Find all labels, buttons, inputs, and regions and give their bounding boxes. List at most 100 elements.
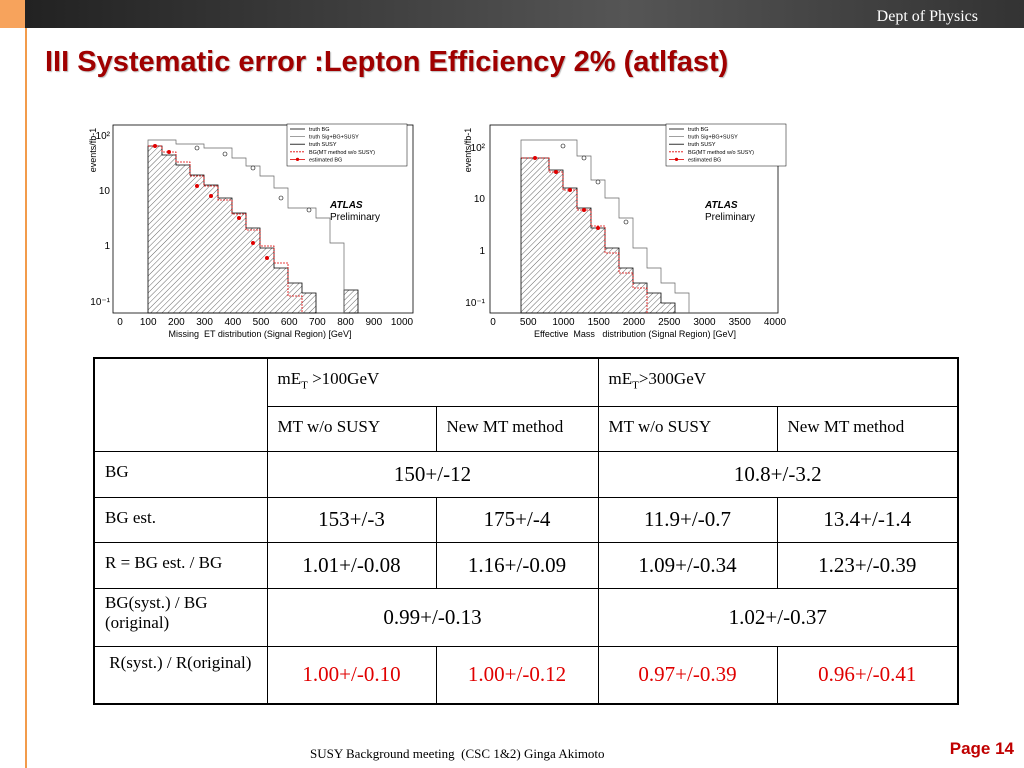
- corner: [0, 0, 25, 28]
- cell: 0.97+/-0.39: [597, 645, 778, 705]
- cell: 1.09+/-0.34: [597, 541, 778, 589]
- x-tick-label: 500: [520, 317, 537, 328]
- x-axis-label: Effective Mass distribution (Signal Regi…: [534, 329, 736, 339]
- x-tick-label: 0: [117, 317, 123, 328]
- x-tick-label: 500: [253, 317, 270, 328]
- x-tick-label: 400: [224, 317, 241, 328]
- method: MT w/o SUSY: [597, 405, 778, 452]
- atlas-label: ATLAS: [704, 200, 738, 211]
- x-tick-label: 1000: [391, 317, 414, 328]
- cell: 0.99+/-0.13: [266, 587, 599, 647]
- method: New MT method: [435, 405, 599, 452]
- side-line: [25, 28, 27, 768]
- y-tick-label: 10⁻¹: [465, 298, 485, 309]
- cell: 1.16+/-0.09: [435, 541, 599, 589]
- histogram: [520, 139, 690, 313]
- row-label: R(syst.) / R(original): [93, 645, 268, 705]
- cell: 11.9+/-0.7: [597, 496, 778, 543]
- legend-entry: estimated BG: [688, 157, 721, 163]
- page-number: Page 14: [949, 739, 1014, 758]
- dept: Dept of Physics: [876, 8, 978, 25]
- legend-entry: truth BG: [309, 127, 329, 133]
- text: >100GeV: [307, 369, 380, 388]
- cell: 0.96+/-0.41: [776, 645, 959, 705]
- text: >300GeV: [638, 369, 707, 388]
- x-tick-label: 2500: [658, 317, 681, 328]
- cell: 10.8+/-3.2: [597, 450, 959, 498]
- markers: [153, 144, 269, 260]
- row-label: BG: [93, 450, 268, 498]
- table: mET >100GeV mET>300GeV MT w/o SUSY New M…: [93, 357, 959, 705]
- legend-swatch: [295, 157, 300, 161]
- legend-entry: truth Sig+BG+SUSY: [688, 135, 738, 141]
- cell: 1.00+/-0.10: [266, 645, 437, 705]
- cell: 175+/-4: [435, 496, 599, 543]
- text: mE: [608, 369, 633, 388]
- markers: [533, 156, 600, 230]
- x-tick-label: 2000: [623, 317, 646, 328]
- legend-entry: truth Sig+BG+SUSY: [309, 135, 359, 141]
- histogram: [147, 145, 359, 314]
- legend-entry: estimated BG: [309, 157, 342, 163]
- legend-box: [665, 123, 787, 167]
- row-label: BG est.: [93, 496, 268, 543]
- histogram: [521, 157, 648, 313]
- preliminary-label: Preliminary: [330, 212, 380, 223]
- atlas-label: ATLAS: [329, 200, 363, 211]
- x-tick-label: 0: [490, 317, 496, 328]
- cell: 1.02+/-0.37: [597, 587, 959, 647]
- y-tick-label: 1: [479, 246, 485, 257]
- y-tick-label: 1: [104, 241, 110, 252]
- cut-header: mET>300GeV: [597, 357, 959, 407]
- cell: 1.23+/-0.39: [776, 541, 959, 589]
- x-tick-label: 700: [309, 317, 326, 328]
- y-tick-label: 10²: [96, 131, 111, 142]
- x-tick-label: 600: [281, 317, 298, 328]
- markers: [194, 145, 312, 213]
- footer: SUSY Background meeting (CSC 1&2) Ginga …: [310, 746, 605, 761]
- legend-entry: BG(MT method w/o SUSY): [309, 150, 375, 156]
- x-tick-label: 200: [168, 317, 185, 328]
- cell: 13.4+/-1.4: [776, 496, 959, 543]
- y-tick-label: 10: [99, 186, 111, 197]
- x-tick-label: 3500: [729, 317, 752, 328]
- empty-cell: [93, 357, 268, 452]
- y-tick-label: 10: [474, 194, 486, 205]
- title: III Systematic error :Lepton Efficiency …: [45, 46, 729, 78]
- text: mE: [277, 369, 302, 388]
- y-tick-label: 10⁻¹: [90, 297, 110, 308]
- preliminary-label: Preliminary: [705, 212, 755, 223]
- cell: 1.01+/-0.08: [266, 541, 437, 589]
- legend-box: [286, 123, 408, 167]
- row-label: R = BG est. / BG: [93, 541, 268, 589]
- y-axis-label: events/fb-1: [88, 128, 98, 173]
- legend-entry: truth SUSY: [309, 142, 337, 148]
- cut-header: mET >100GeV: [266, 357, 599, 407]
- legend-entry: truth BG: [688, 127, 708, 133]
- x-tick-label: 3000: [693, 317, 716, 328]
- legend-swatch: [674, 157, 679, 161]
- x-tick-label: 300: [196, 317, 213, 328]
- method: New MT method: [776, 405, 959, 452]
- legend-entry: truth SUSY: [688, 142, 716, 148]
- markers: [560, 143, 629, 225]
- y-axis-label: events/fb-1: [463, 128, 473, 173]
- plot: 0 100 200 300 400 500 600 700 800 900 1000 10² 10 1 10…: [85, 118, 435, 340]
- histogram: [147, 139, 345, 313]
- top-bar: [25, 0, 1024, 28]
- x-tick-label: 1000: [552, 317, 575, 328]
- y-tick-label: 10²: [471, 143, 486, 154]
- x-tick-label: 4000: [764, 317, 787, 328]
- histogram: [148, 145, 303, 313]
- cell: 153+/-3: [266, 496, 437, 543]
- x-tick-label: 100: [140, 317, 157, 328]
- x-tick-label: 800: [337, 317, 354, 328]
- plot: 0 500 1000 1500 2000 2500 3000 3500 4000 10² 10 1 10…: [460, 118, 810, 340]
- cell: 1.00+/-0.12: [435, 645, 599, 705]
- method: MT w/o SUSY: [266, 405, 437, 452]
- text: T: [301, 379, 308, 392]
- x-tick-label: 900: [365, 317, 382, 328]
- x-axis-label: Missing ET distribution (Signal Region) …: [169, 329, 352, 339]
- cell: 150+/-12: [266, 450, 599, 498]
